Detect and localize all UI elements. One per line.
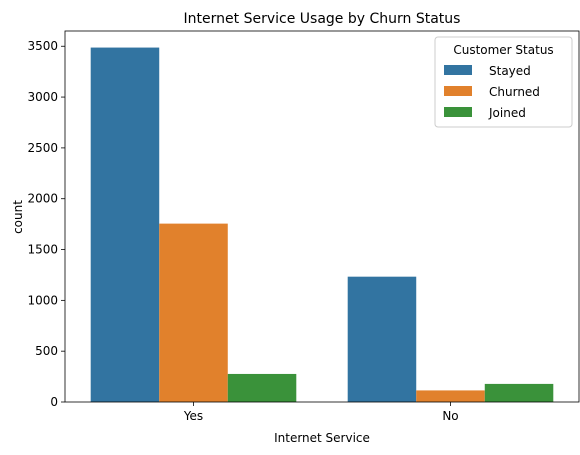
legend-label-churned: Churned (489, 85, 540, 99)
x-tick-label-yes: Yes (183, 409, 203, 423)
legend-title: Customer Status (453, 43, 553, 57)
bar-stayed-no (347, 276, 417, 402)
x-axis: Yes No (183, 402, 459, 423)
legend-label-stayed: Stayed (489, 64, 531, 78)
y-axis: 0 500 1000 1500 2000 2500 3000 3500 (27, 39, 65, 409)
legend-swatch-joined (444, 107, 472, 117)
bars-group (90, 47, 554, 403)
legend-swatch-stayed (444, 65, 472, 75)
y-tick-label: 2000 (27, 192, 58, 206)
legend-swatch-churned (444, 86, 472, 96)
y-tick-label: 3000 (27, 90, 58, 104)
bar-joined-yes (227, 373, 297, 402)
legend-box (434, 36, 573, 128)
plot-frame (64, 30, 580, 403)
legend-label-joined: Joined (488, 106, 526, 120)
x-tick-label-no: No (442, 409, 458, 423)
y-tick-label: 1500 (27, 243, 58, 257)
bar-stayed-yes (90, 47, 160, 403)
y-tick-label: 2500 (27, 141, 58, 155)
bar-churned-yes (159, 223, 228, 402)
y-tick-label: 0 (50, 395, 58, 409)
chart-title: Internet Service Usage by Churn Status (184, 11, 461, 27)
y-tick-label: 1000 (27, 293, 58, 307)
bar-churned-no (416, 390, 485, 402)
y-tick-label: 500 (35, 344, 58, 358)
y-axis-label: count (11, 200, 25, 234)
bar-joined-no (484, 383, 554, 402)
y-tick-label: 3500 (27, 39, 58, 53)
legend[interactable]: Customer Status Stayed Churned Joined (434, 36, 573, 128)
x-axis-label: Internet Service (274, 431, 370, 445)
